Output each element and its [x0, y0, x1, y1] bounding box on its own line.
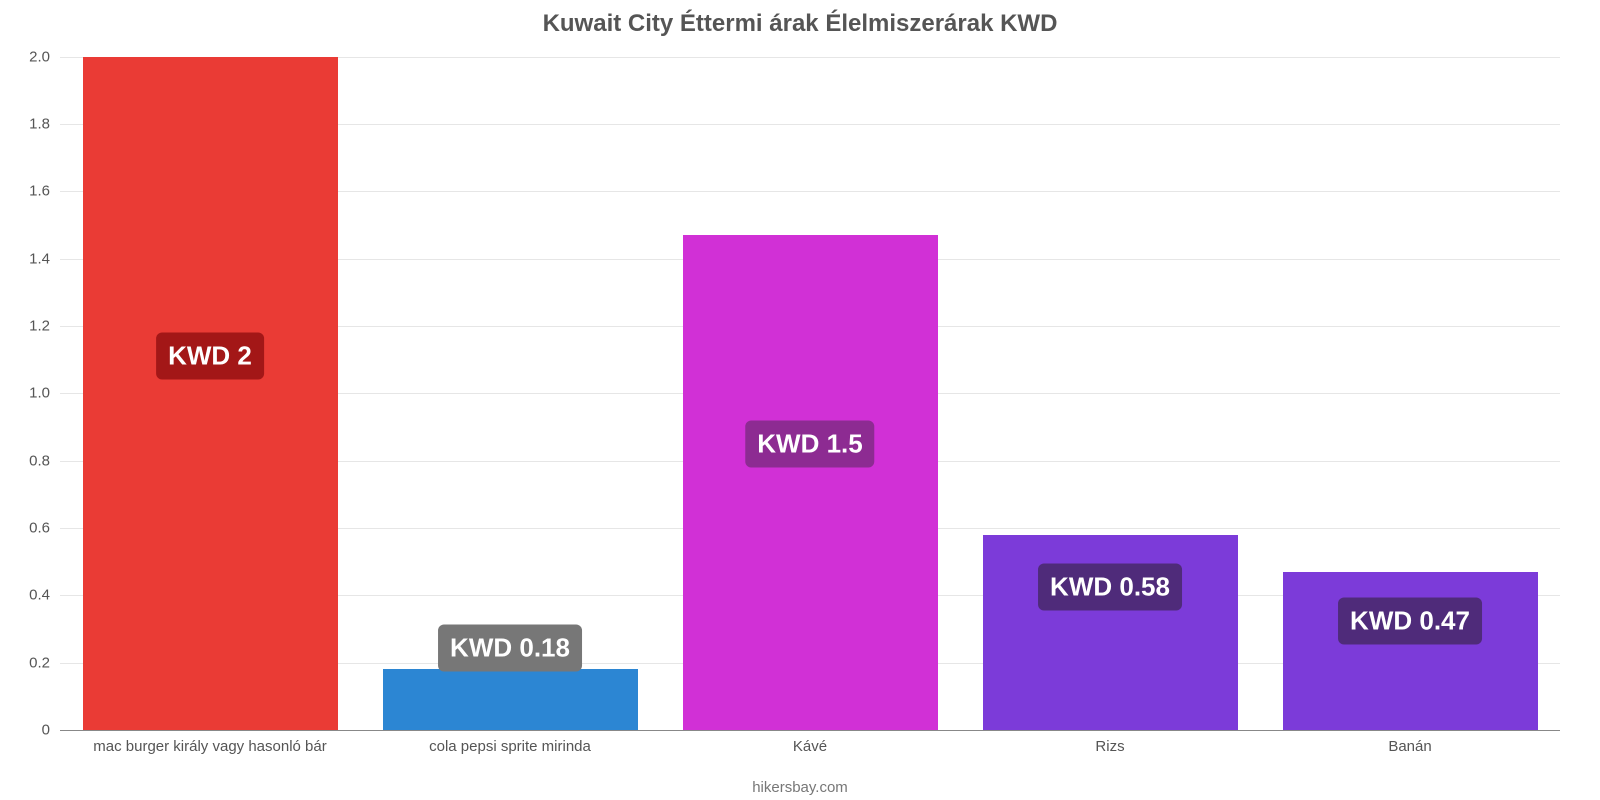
y-tick-label: 1.2: [29, 318, 60, 335]
value-badge: KWD 0.47: [1338, 598, 1482, 645]
y-tick-label: 0.4: [29, 587, 60, 604]
bar: [1283, 572, 1538, 730]
x-tick-label: Kávé: [793, 730, 827, 755]
x-tick-label: Banán: [1388, 730, 1431, 755]
chart-footer: hikersbay.com: [0, 779, 1600, 796]
y-tick-label: 0.2: [29, 654, 60, 671]
x-tick-label: cola pepsi sprite mirinda: [429, 730, 591, 755]
x-tick-label: mac burger király vagy hasonló bár: [93, 730, 326, 755]
y-tick-label: 1.6: [29, 183, 60, 200]
y-tick-label: 0: [42, 722, 60, 739]
y-tick-label: 1.4: [29, 250, 60, 267]
y-tick-label: 1.0: [29, 385, 60, 402]
value-badge: KWD 0.18: [438, 625, 582, 672]
price-bar-chart: Kuwait City Éttermi árak Élelmiszerárak …: [0, 0, 1600, 800]
y-tick-label: 1.8: [29, 116, 60, 133]
chart-title: Kuwait City Éttermi árak Élelmiszerárak …: [0, 10, 1600, 38]
value-badge: KWD 2: [156, 333, 264, 380]
plot-area: 00.20.40.60.81.01.21.41.61.82.0mac burge…: [60, 50, 1560, 730]
y-tick-label: 0.8: [29, 452, 60, 469]
value-badge: KWD 0.58: [1038, 564, 1182, 611]
y-tick-label: 2.0: [29, 48, 60, 65]
bar: [383, 669, 638, 730]
bar: [83, 57, 338, 730]
y-tick-label: 0.6: [29, 520, 60, 537]
value-badge: KWD 1.5: [745, 421, 874, 468]
x-tick-label: Rizs: [1095, 730, 1124, 755]
bar: [683, 235, 938, 730]
